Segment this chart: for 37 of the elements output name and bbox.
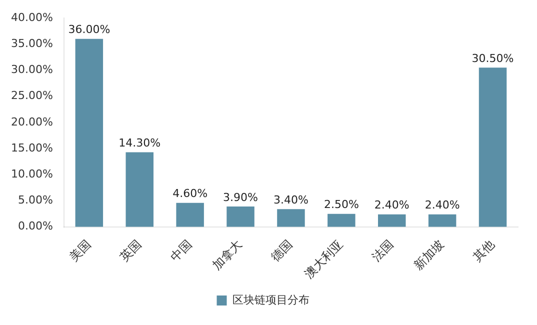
text: 2.40%: [424, 198, 460, 212]
y-tick-label: 5.00%: [18, 194, 53, 207]
bar: [378, 214, 406, 227]
y-tick-label: 0.00%: [18, 220, 53, 233]
x-tick-label: 加拿大: [209, 237, 245, 273]
x-tick-label: 法国: [369, 237, 396, 264]
text: 4.60%: [172, 187, 208, 200]
y-tick-label: 25.00%: [10, 89, 53, 102]
bar: [428, 214, 456, 227]
text: 2.50%: [324, 198, 359, 212]
y-tick-label: 40.00%: [10, 10, 53, 24]
text: 3.90%: [223, 190, 258, 204]
y-tick-label: 15.00%: [10, 141, 53, 154]
bar: [176, 202, 204, 227]
x-tick-label: 其他: [470, 237, 498, 264]
x-tick-label: 英国: [117, 237, 144, 264]
bar: [126, 152, 154, 227]
bar: [478, 68, 507, 227]
y-tick-label: 20.00%: [10, 115, 53, 128]
x-tick-label: 美国: [66, 237, 94, 264]
bar: [328, 214, 356, 227]
y-tick-label: 35.00%: [10, 36, 53, 50]
bar: [277, 209, 305, 227]
legend-label: 区块链项目分布: [232, 293, 310, 306]
x-tick-label: 德国: [268, 237, 296, 264]
text: 14.30%: [118, 136, 161, 150]
text: 3.40%: [273, 193, 308, 206]
y-tick-label: 10.00%: [10, 168, 53, 181]
bar: [226, 206, 254, 227]
text: 2.40%: [374, 198, 410, 212]
text: 36.00%: [68, 23, 110, 36]
x-tick-label: 新加坡: [411, 237, 447, 273]
bar: [75, 38, 104, 227]
text: 30.50%: [472, 52, 514, 65]
x-tick-label: 澳大利亚: [302, 237, 346, 282]
y-tick-label: 30.00%: [10, 63, 53, 76]
x-tick-label: 中国: [168, 237, 194, 264]
